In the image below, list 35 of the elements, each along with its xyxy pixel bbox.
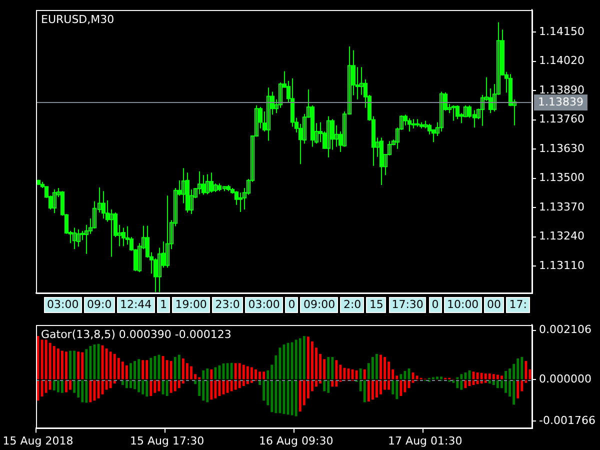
x-tick-label: 15 Aug 2018 xyxy=(2,434,74,448)
y-tick-label: 0.000000 xyxy=(539,372,592,386)
text: 09:00 xyxy=(300,297,338,313)
text: 10:00 xyxy=(444,297,482,313)
text: 2:0 xyxy=(340,297,364,313)
y-tick-label: 0.002106 xyxy=(539,323,592,336)
text: 19:00 xyxy=(172,297,210,313)
text: 03:00 xyxy=(245,297,283,313)
y-tick-label: 1.13240 xyxy=(539,230,584,243)
y-tick-label: 1.13630 xyxy=(539,142,584,155)
y-tick-label: 1.14020 xyxy=(539,54,584,68)
text: 00 xyxy=(484,297,504,313)
text: 12:44 xyxy=(116,297,155,313)
text: 15 xyxy=(366,297,386,313)
x-tick-label: 16 Aug 09:30 xyxy=(259,434,334,448)
text: 23:0 xyxy=(212,297,243,313)
y-tick-label: 1.14150 xyxy=(539,24,584,38)
text: 09:0 xyxy=(84,297,115,313)
x-tick-label: 15 Aug 17:30 xyxy=(130,434,204,448)
text: 1 xyxy=(156,297,170,313)
text: 17:30 xyxy=(388,297,426,313)
chart-title: EURUSD,M30 xyxy=(41,12,114,26)
y-tick-label: 1.13760 xyxy=(539,112,584,126)
ref-line-label: 1.13839 xyxy=(538,95,584,108)
x-tick-label: 17 Aug 01:30 xyxy=(388,434,462,448)
text: 0 xyxy=(428,297,442,313)
y-tick-label: 1.13110 xyxy=(539,258,584,272)
text: 03:00 xyxy=(44,297,82,313)
text: 0 xyxy=(285,297,298,313)
y-tick-label: -0.001766 xyxy=(539,414,596,427)
y-tick-label: 1.13500 xyxy=(539,171,584,184)
y-tick-label: 1.13370 xyxy=(539,200,584,214)
text: 17: xyxy=(506,297,530,313)
chart-title: Gator(13,8,5) 0.000390 -0.000123 xyxy=(41,328,232,341)
y-tick-label: 1.13890 xyxy=(539,83,584,96)
